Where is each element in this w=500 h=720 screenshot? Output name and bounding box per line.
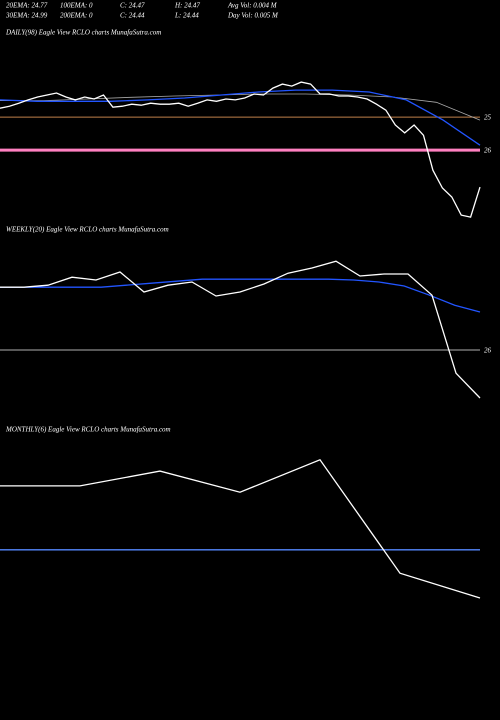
header-stat: H: 24.47 <box>174 2 200 10</box>
panel-title: MONTHLY(6) Eagle View RCLO charts Munafa… <box>5 426 171 434</box>
header-stat: 20EMA: 24.77 <box>6 2 48 10</box>
header-stat: Avg Vol: 0.004 M <box>227 2 278 10</box>
header-stat: 200EMA: 0 <box>60 12 93 20</box>
panel-title: DAILY(98) Eagle View RCLO charts MunafaS… <box>5 29 161 37</box>
price-line <box>0 81 481 218</box>
price-line <box>0 89 481 146</box>
header-stat: C: 24.47 <box>120 2 145 10</box>
header-stat: L: 24.44 <box>174 12 199 20</box>
y-tick-label: 25 <box>484 114 492 122</box>
header-stat: C: 24.44 <box>120 12 145 20</box>
header-stat: 100EMA: 0 <box>60 2 93 10</box>
y-tick-label: 26 <box>484 347 492 355</box>
y-tick-label: 26 <box>484 147 492 155</box>
price-line <box>0 260 481 399</box>
price-line <box>0 278 481 313</box>
price-line <box>0 459 481 599</box>
header-stat: 30EMA: 24.99 <box>5 12 48 20</box>
panel-title: WEEKLY(20) Eagle View RCLO charts Munafa… <box>6 226 169 234</box>
header-stat: Day Vol: 0.005 M <box>227 12 279 20</box>
price-line <box>0 93 481 121</box>
